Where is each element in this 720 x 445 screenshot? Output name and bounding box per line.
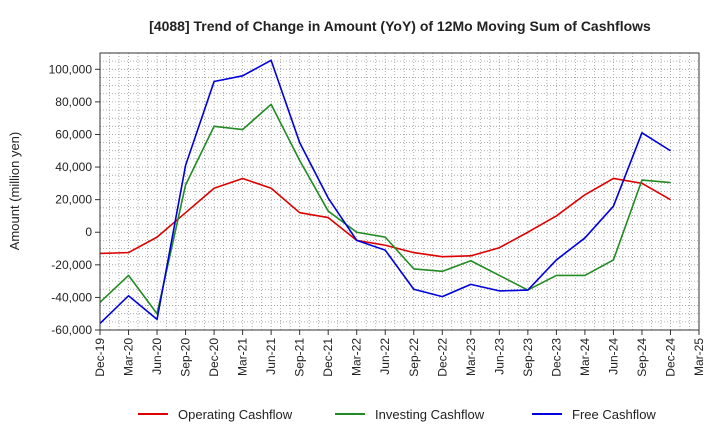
x-tick-label: Mar-20 xyxy=(122,338,136,376)
x-tick-label: Mar-23 xyxy=(464,338,478,376)
y-tick-label: 40,000 xyxy=(55,160,92,174)
legend: Operating Cashflow Investing Cashflow Free… xyxy=(138,407,656,422)
y-tick-label: 0 xyxy=(85,225,92,239)
x-tick-label: Mar-22 xyxy=(350,338,364,376)
series-line-operating-cashflow xyxy=(99,177,671,258)
x-tick-label: Jun-20 xyxy=(150,338,164,375)
y-tick-label: -40,000 xyxy=(51,290,92,304)
x-tick-label: Sep-24 xyxy=(635,338,649,377)
x-tick-label: Sep-21 xyxy=(293,338,307,377)
y-axis-ticks: -60,000 -40,000 -20,000 0 20,000 40,000 60,000… xyxy=(49,62,100,337)
y-tick-label: -20,000 xyxy=(51,258,92,272)
x-axis-ticks: Dec-19 Mar-20 Jun-20 Sep-20 Dec-20 Mar-21 Jun-… xyxy=(93,330,706,377)
y-tick-label: 60,000 xyxy=(55,127,92,141)
series-lines xyxy=(99,59,671,325)
y-tick-label: 80,000 xyxy=(55,95,92,109)
legend-label-free-cashflow: Free Cashflow xyxy=(572,407,656,422)
x-tick-label: Mar-24 xyxy=(578,338,592,376)
x-tick-label: Jun-23 xyxy=(492,338,506,375)
legend-label-operating-cashflow: Operating Cashflow xyxy=(178,407,293,422)
plot-frame xyxy=(99,52,700,331)
y-tick-label: 20,000 xyxy=(55,193,92,207)
x-tick-label: Jun-21 xyxy=(264,338,278,375)
x-tick-label: Sep-20 xyxy=(179,338,193,377)
x-tick-label: Mar-21 xyxy=(236,338,250,376)
x-tick-label: Dec-22 xyxy=(435,338,449,377)
x-tick-label: Sep-22 xyxy=(407,338,421,377)
x-tick-label: Jun-24 xyxy=(606,338,620,375)
plot-area xyxy=(100,53,699,330)
x-tick-label: Jun-22 xyxy=(378,338,392,375)
chart-title: [4088] Trend of Change in Amount (YoY) o… xyxy=(149,18,651,34)
x-tick-label: Dec-19 xyxy=(93,338,107,377)
y-tick-label: -60,000 xyxy=(51,323,92,337)
legend-label-investing-cashflow: Investing Cashflow xyxy=(375,407,485,422)
series-line-investing-cashflow xyxy=(99,103,671,315)
y-axis-label: Amount (million yen) xyxy=(7,132,22,251)
x-tick-label: Dec-24 xyxy=(663,338,677,377)
x-tick-label: Dec-20 xyxy=(207,338,221,377)
series-line-free-cashflow xyxy=(99,59,671,325)
x-tick-label: Sep-23 xyxy=(521,338,535,377)
x-tick-label: Dec-21 xyxy=(321,338,335,377)
y-tick-label: 100,000 xyxy=(49,62,93,76)
x-tick-label: Mar-25 xyxy=(692,338,706,376)
grid xyxy=(99,52,700,331)
x-tick-label: Dec-23 xyxy=(549,338,563,377)
